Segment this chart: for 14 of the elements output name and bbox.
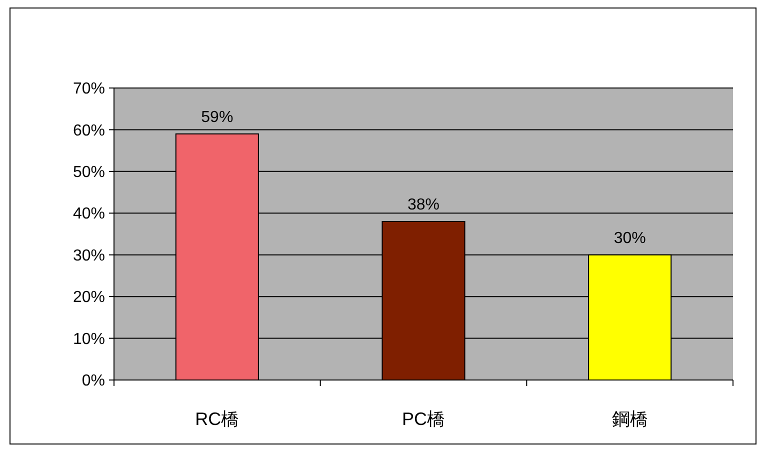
x-tick-label: RC橋: [195, 409, 240, 429]
data-label: 38%: [407, 196, 440, 214]
data-label: 30%: [614, 230, 646, 247]
y-tick-label: 30%: [72, 247, 105, 264]
y-tick-label: 50%: [72, 164, 105, 182]
data-label: 59%: [201, 108, 234, 126]
x-tick-label: 鋼橋: [612, 409, 648, 429]
y-tick-label: 20%: [72, 289, 105, 306]
y-tick-label: 40%: [72, 206, 105, 223]
x-tick-label: PC橋: [402, 409, 446, 429]
y-tick-label: 70%: [72, 80, 105, 98]
y-tick-label: 10%: [72, 330, 105, 348]
y-tick-label: 60%: [72, 122, 105, 140]
y-tick-label: 0%: [82, 372, 105, 390]
